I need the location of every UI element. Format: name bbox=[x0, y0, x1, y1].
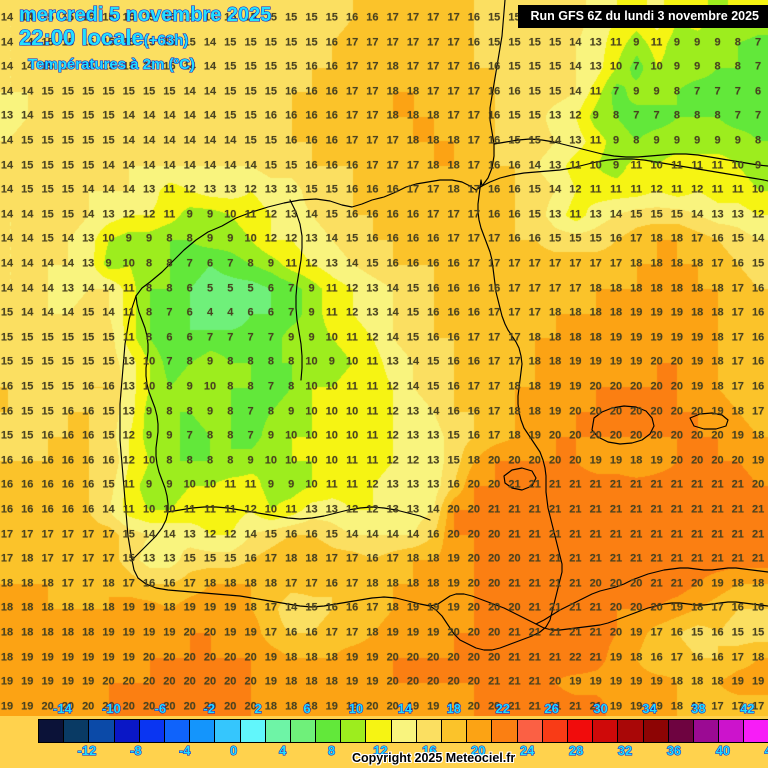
color-swatch bbox=[265, 720, 291, 742]
temperature-field-canvas bbox=[0, 0, 768, 716]
color-swatch bbox=[89, 720, 115, 742]
color-swatch bbox=[467, 720, 493, 742]
color-swatch bbox=[39, 720, 65, 742]
color-swatch bbox=[114, 720, 140, 742]
color-swatch bbox=[64, 720, 90, 742]
copyright-notice: Copyright 2025 Meteociel.fr bbox=[352, 751, 516, 765]
scale-tick-label: 24 bbox=[519, 743, 535, 759]
color-swatch bbox=[643, 720, 669, 742]
scale-tick-label: 16 bbox=[422, 743, 438, 759]
color-swatch bbox=[391, 720, 417, 742]
scale-tick-label: 20 bbox=[470, 743, 486, 759]
color-swatch bbox=[190, 720, 216, 742]
scale-tick-label: 12 bbox=[373, 743, 389, 759]
color-swatch bbox=[442, 720, 468, 742]
scale-tick-label: 32 bbox=[617, 743, 633, 759]
scale-tick-label: 28 bbox=[568, 743, 584, 759]
color-swatch bbox=[341, 720, 367, 742]
color-swatch bbox=[316, 720, 342, 742]
scale-tick-label: 40 bbox=[715, 743, 731, 759]
color-swatch bbox=[567, 720, 594, 742]
scale-tick-label: -4 bbox=[178, 743, 191, 759]
color-swatch bbox=[240, 720, 266, 742]
scale-tick-label: 0 bbox=[230, 743, 238, 759]
color-scale-swatches[interactable] bbox=[38, 719, 768, 743]
color-swatch bbox=[693, 720, 720, 742]
color-swatch bbox=[593, 720, 619, 742]
color-swatch bbox=[719, 720, 745, 742]
color-swatch bbox=[290, 720, 317, 742]
color-swatch bbox=[492, 720, 518, 742]
color-swatch bbox=[744, 720, 768, 742]
scale-tick-label: 36 bbox=[666, 743, 682, 759]
color-swatch bbox=[215, 720, 241, 742]
scale-tick-label: 8 bbox=[327, 743, 336, 759]
color-swatch bbox=[164, 720, 191, 742]
temperature-map[interactable]: 14 14 15 15 15 15 15 15 15 15 14 15 15 15 15 15 15 16 16 17… bbox=[0, 0, 768, 716]
scale-tick-label: 4 bbox=[278, 743, 287, 759]
color-swatch bbox=[366, 720, 392, 742]
color-swatch bbox=[618, 720, 644, 742]
scale-tick-label: -8 bbox=[130, 743, 143, 759]
color-swatch bbox=[542, 720, 568, 742]
color-swatch bbox=[139, 720, 165, 742]
model-run-label: Run GFS 6Z du lundi 3 novembre 2025 bbox=[518, 5, 768, 28]
color-swatch bbox=[668, 720, 694, 742]
color-swatch bbox=[517, 720, 543, 742]
scale-tick-label: 44 bbox=[764, 743, 768, 759]
scale-tick-label: -12 bbox=[77, 743, 97, 759]
color-swatch bbox=[416, 720, 442, 742]
